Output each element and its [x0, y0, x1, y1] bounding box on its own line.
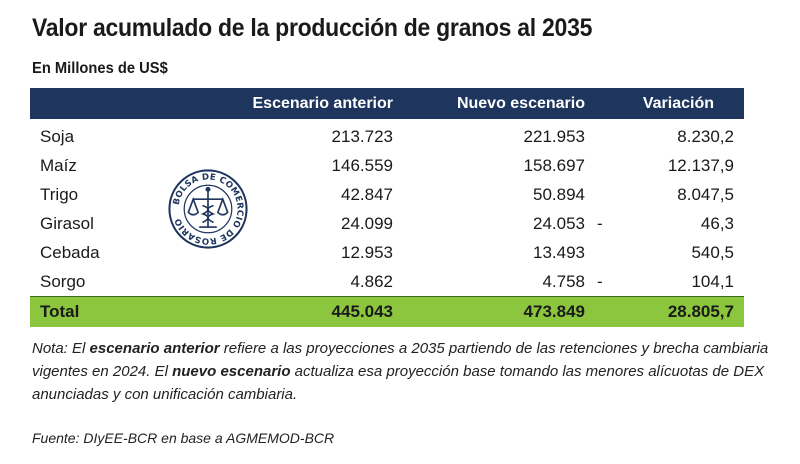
table-row: Cebada 12.953 13.493 540,5	[30, 238, 744, 267]
header-escenario-anterior: Escenario anterior	[200, 88, 393, 119]
value-variacion: 8.230,2	[585, 119, 744, 151]
value-anterior: 213.723	[331, 126, 393, 146]
variacion-amount: 540,5	[691, 242, 734, 262]
negative-sign: -	[597, 214, 603, 233]
total-nuevo: 473.849	[393, 296, 585, 327]
footnote: Nota: El escenario anterior refiere a la…	[32, 337, 772, 406]
value-nuevo: 24.053	[533, 213, 585, 233]
note-text-2: refiere a las proyecciones a 2035 partie…	[32, 340, 769, 380]
note-text-3: actualiza esa proyección base tomando la…	[32, 363, 765, 403]
header-variacion: Variación	[585, 88, 744, 119]
bolsa-comercio-rosario-seal-icon: BOLSA DE COMERCIO DE ROSARIO	[168, 169, 248, 249]
table-row: Soja 213.723 221.953 8.230,2	[30, 119, 744, 151]
total-row: Total 445.043 473.849 28.805,7	[30, 296, 744, 327]
total-variacion: 28.805,7	[585, 296, 744, 327]
negative-sign: -	[597, 272, 603, 291]
total-anterior: 445.043	[200, 296, 393, 327]
variacion-amount: 12.137,9	[667, 155, 734, 175]
value-nuevo: 13.493	[533, 242, 585, 262]
value-anterior: 146.559	[331, 155, 393, 175]
note-bold-nuevo-escenario: nuevo escenario	[172, 363, 291, 380]
total-label: Total	[30, 296, 200, 327]
table-row: Maíz 146.559 158.697 12.137,9	[30, 151, 744, 180]
value-variacion: 12.137,9	[585, 151, 744, 180]
value-variacion: 8.047,5	[585, 180, 744, 209]
row-label: Cebada	[40, 242, 100, 262]
row-label: Girasol	[40, 213, 94, 233]
page-title: Valor acumulado de la producción de gran…	[32, 14, 593, 42]
note-bold-escenario-anterior: escenario anterior	[89, 340, 220, 357]
value-nuevo: 50.894	[533, 184, 585, 204]
table-row: Girasol 24.099 24.053 - 46,3	[30, 209, 744, 238]
value-anterior: 12.953	[341, 242, 393, 262]
value-anterior: 24.099	[341, 213, 393, 233]
table-header-row: Escenario anterior Nuevo escenario Varia…	[30, 88, 744, 119]
table-row: Sorgo 4.862 4.758 - 104,1	[30, 267, 744, 297]
value-variacion: 540,5	[585, 238, 744, 267]
variacion-amount: 104,1	[691, 271, 734, 291]
value-nuevo: 221.953	[523, 126, 585, 146]
variacion-amount: 8.047,5	[677, 184, 734, 204]
header-nuevo-escenario: Nuevo escenario	[393, 88, 585, 119]
note-text-1: Nota: El	[32, 340, 90, 357]
row-label: Trigo	[40, 184, 79, 204]
grain-production-table: Escenario anterior Nuevo escenario Varia…	[30, 88, 744, 327]
variacion-amount: 46,3	[700, 213, 734, 233]
value-nuevo: 158.697	[523, 155, 585, 175]
header-empty	[30, 88, 200, 119]
value-anterior: 4.862	[350, 271, 393, 291]
row-label: Maíz	[40, 155, 77, 175]
row-label: Sorgo	[40, 271, 86, 291]
value-variacion: - 46,3	[585, 209, 744, 238]
page-subtitle: En Millones de US$	[32, 60, 168, 77]
row-label: Soja	[40, 126, 75, 146]
source-note: Fuente: DIyEE-BCR en base a AGMEMOD-BCR	[32, 430, 335, 446]
value-anterior: 42.847	[341, 184, 393, 204]
table-row: Trigo 42.847 50.894 8.047,5	[30, 180, 744, 209]
variacion-amount: 8.230,2	[677, 126, 734, 146]
value-variacion: - 104,1	[585, 267, 744, 297]
value-nuevo: 4.758	[542, 271, 585, 291]
